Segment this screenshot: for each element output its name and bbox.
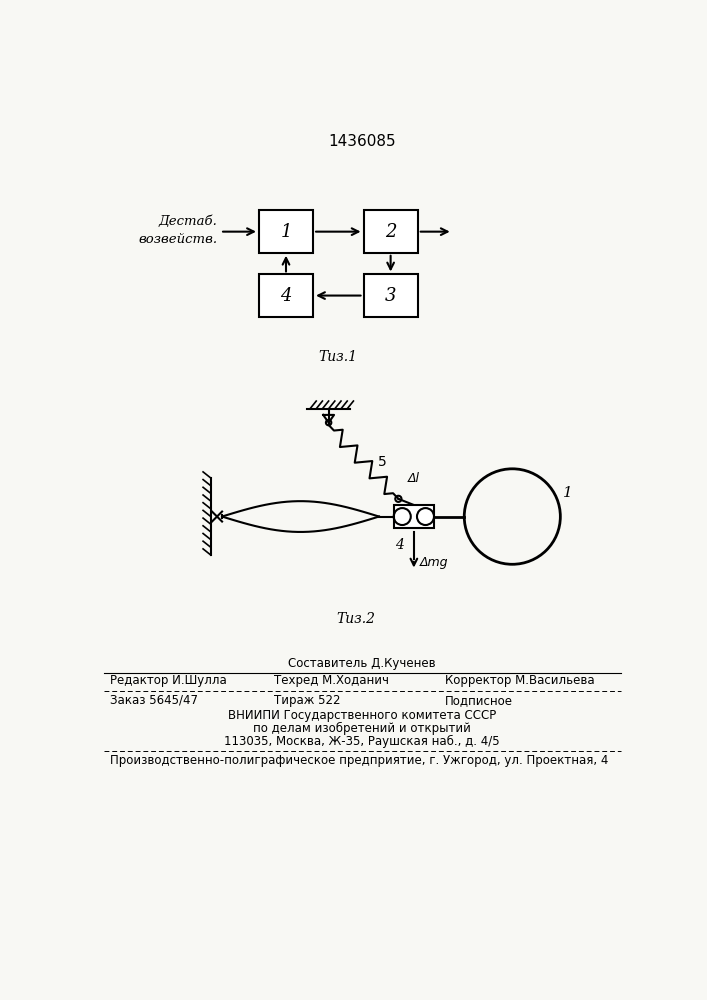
Bar <box>363 210 418 253</box>
Text: 2: 2 <box>385 223 397 241</box>
Text: 5: 5 <box>378 455 387 469</box>
Text: 3: 3 <box>385 287 397 305</box>
Circle shape <box>395 496 402 502</box>
Text: Техред М.Ходанич: Техред М.Ходанич <box>274 674 390 687</box>
Text: Δl: Δl <box>408 472 420 485</box>
Text: 4: 4 <box>280 287 292 305</box>
Text: возвейств.: возвейств. <box>139 233 218 246</box>
Bar <box>259 210 313 253</box>
Text: 113035, Москва, Ж-35, Раушская наб., д. 4/5: 113035, Москва, Ж-35, Раушская наб., д. … <box>224 735 500 748</box>
Text: 4: 4 <box>395 538 404 552</box>
Text: ВНИИПИ Государственного комитета СССР: ВНИИПИ Государственного комитета СССР <box>228 709 496 722</box>
Text: 1: 1 <box>563 486 573 500</box>
Bar <box>394 505 434 528</box>
Bar <box>259 274 313 317</box>
Text: Дестаб.: Дестаб. <box>159 215 218 228</box>
Text: Составитель Д.Кученев: Составитель Д.Кученев <box>288 657 436 670</box>
Text: по делам изобретений и открытий: по делам изобретений и открытий <box>253 722 471 735</box>
Text: 1: 1 <box>280 223 292 241</box>
Text: Τиз.1: Τиз.1 <box>318 350 358 364</box>
Text: Τиз.2: Τиз.2 <box>337 612 375 626</box>
Text: Заказ 5645/47: Заказ 5645/47 <box>110 694 198 707</box>
Text: Δmg: Δmg <box>420 556 448 569</box>
Text: Редактор И.Шулла: Редактор И.Шулла <box>110 674 227 687</box>
Text: Подписное: Подписное <box>445 694 513 707</box>
Text: Корректор М.Васильева: Корректор М.Васильева <box>445 674 595 687</box>
Text: 1436085: 1436085 <box>328 134 396 149</box>
Bar <box>363 274 418 317</box>
Text: Производственно-полиграфическое предприятие, г. Ужгород, ул. Проектная, 4: Производственно-полиграфическое предприя… <box>110 754 609 767</box>
Text: Тираж 522: Тираж 522 <box>274 694 341 707</box>
